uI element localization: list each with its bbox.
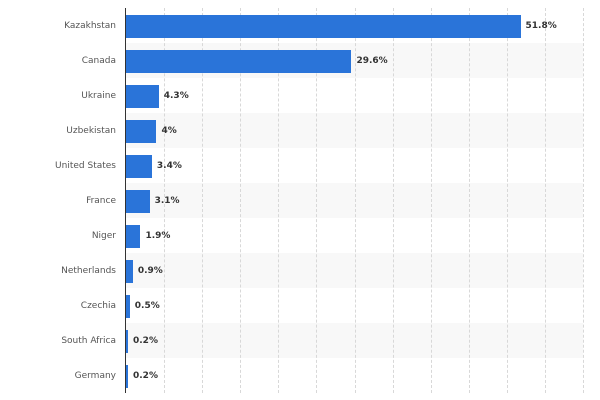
value-label: 0.9% [137, 265, 163, 276]
value-label: 4.3% [163, 90, 189, 101]
y-axis-line [125, 8, 126, 393]
gridline [506, 8, 508, 393]
category-label: Canada [81, 55, 116, 66]
gridline [583, 8, 584, 393]
value-label: 3.1% [154, 195, 180, 206]
category-label: Niger [91, 230, 116, 241]
bar[interactable] [126, 259, 133, 283]
gridline [392, 8, 394, 393]
bar[interactable] [126, 364, 128, 388]
value-label: 0.2% [133, 335, 158, 346]
category-label: Czechia [80, 300, 116, 311]
bar[interactable] [126, 329, 128, 353]
bar[interactable] [126, 49, 352, 73]
gridline [316, 8, 318, 393]
bar[interactable] [126, 189, 150, 213]
gridline [164, 8, 166, 393]
value-label: 4% [161, 125, 177, 136]
gridline [430, 8, 432, 393]
bar[interactable] [126, 294, 130, 318]
bar[interactable] [126, 14, 521, 38]
gridline [544, 8, 546, 393]
gridline [354, 8, 356, 393]
bar[interactable] [126, 84, 159, 108]
gridline [240, 8, 242, 393]
category-label: Germany [74, 370, 116, 381]
gridline [278, 8, 280, 393]
bar[interactable] [126, 224, 141, 248]
category-label: Uzbekistan [66, 125, 116, 136]
category-label: South Africa [61, 335, 116, 346]
category-label: Ukraine [81, 90, 116, 101]
category-label: Netherlands [61, 265, 116, 276]
gridline [202, 8, 204, 393]
bar[interactable] [126, 119, 157, 143]
gridline [468, 8, 470, 393]
value-label: 3.4% [156, 160, 182, 171]
category-label: Kazakhstan [64, 20, 116, 31]
value-label: 0.2% [133, 370, 158, 381]
value-label: 1.9% [145, 230, 171, 241]
value-label: 51.8% [525, 20, 557, 31]
bar[interactable] [126, 154, 152, 178]
category-label: France [86, 195, 116, 206]
category-label: United States [55, 160, 116, 171]
value-label: 0.5% [134, 300, 160, 311]
value-label: 29.6% [356, 55, 388, 66]
